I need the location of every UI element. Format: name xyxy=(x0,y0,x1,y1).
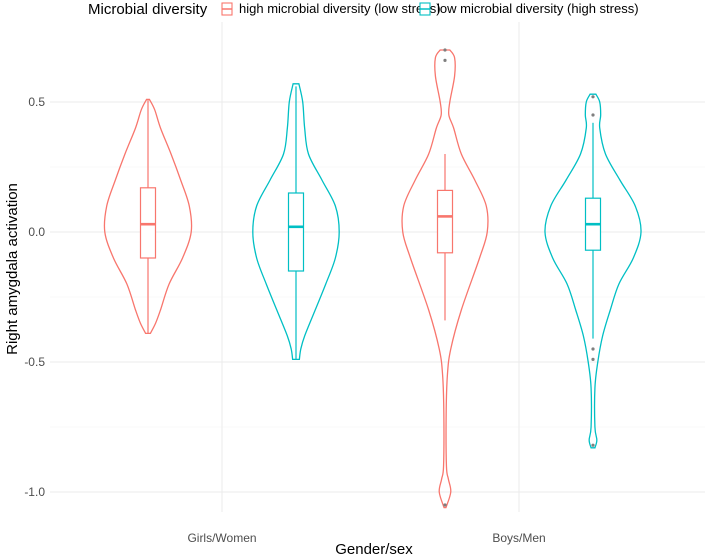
x-tick-label: Boys/Men xyxy=(492,531,545,545)
y-tick-label: -0.5 xyxy=(24,355,45,369)
grid xyxy=(50,22,705,512)
violin-outline xyxy=(103,98,193,335)
x-tick-label: Girls/Women xyxy=(187,531,256,545)
violin-group xyxy=(103,98,193,335)
violin-group xyxy=(252,83,340,361)
outlier-point xyxy=(443,48,447,52)
outlier-point xyxy=(591,113,595,117)
violin-group xyxy=(401,48,489,509)
x-axis-ticks: Girls/Women Boys/Men xyxy=(187,531,545,545)
outlier-point xyxy=(443,58,447,63)
violin-outline xyxy=(252,83,340,361)
y-axis-title: Right amygdala activation xyxy=(4,183,21,355)
outlier-point xyxy=(591,95,595,99)
violin-outline xyxy=(544,93,642,449)
y-tick-label: 0.0 xyxy=(28,225,45,239)
box-iqr xyxy=(287,192,305,272)
outlier-point xyxy=(591,443,595,447)
y-tick-label: -1.0 xyxy=(24,485,45,499)
outlier-point xyxy=(591,347,595,351)
outlier-point xyxy=(591,357,595,361)
x-axis-title: Gender/sex xyxy=(335,541,413,558)
y-axis-ticks: 0.5 0.0 -0.5 -1.0 xyxy=(24,95,45,499)
violin-outline xyxy=(401,49,489,509)
box-iqr xyxy=(436,189,454,254)
violins xyxy=(103,48,642,509)
legend: Microbial diversity high microbial diver… xyxy=(88,1,639,18)
legend-key: high microbial diversity (low stress) xyxy=(221,1,441,16)
legend-label: low microbial diversity (high stress) xyxy=(437,1,639,16)
legend-label: high microbial diversity (low stress) xyxy=(239,1,441,16)
violin-group xyxy=(544,93,642,449)
y-tick-label: 0.5 xyxy=(28,95,45,109)
legend-key: low microbial diversity (high stress) xyxy=(419,1,639,16)
legend-title: Microbial diversity xyxy=(88,1,208,18)
outlier-point xyxy=(443,503,447,507)
